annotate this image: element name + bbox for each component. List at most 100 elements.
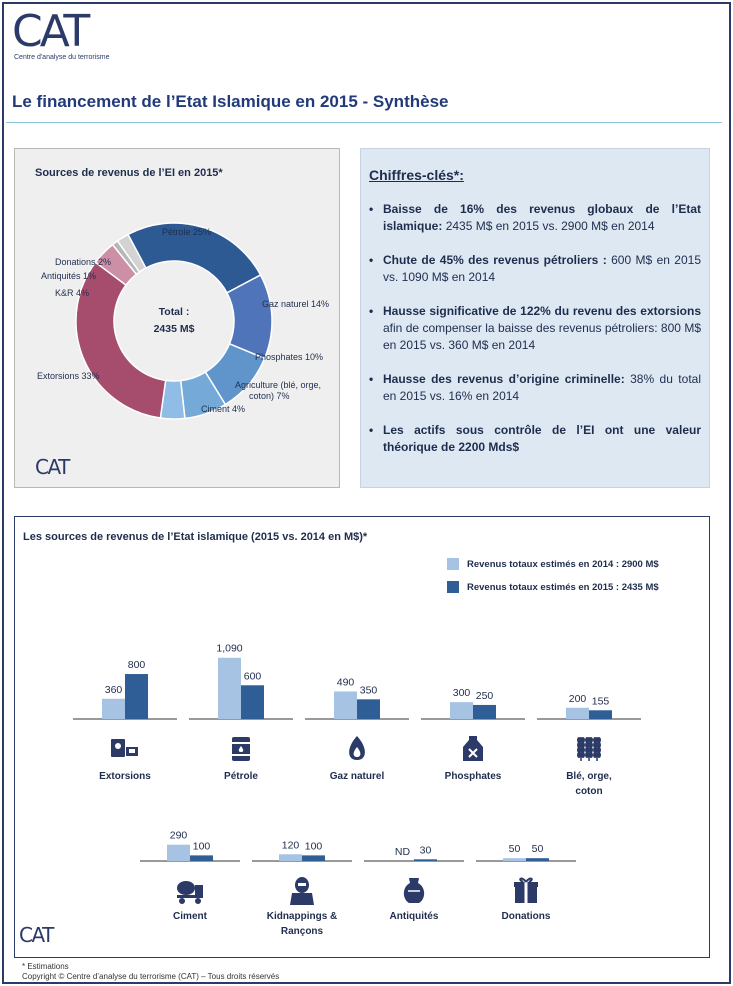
- bar-2015: [589, 710, 612, 719]
- bar-2015: [241, 685, 264, 719]
- legend-label-2014: Revenus totaux estimés en 2014 : 2900 M$: [467, 558, 659, 570]
- key-figures-list: Baisse de 16% des revenus globaux de l’E…: [369, 201, 701, 473]
- bar-2015: [190, 855, 213, 861]
- donut-center-label: Total :: [159, 306, 190, 318]
- legend-swatch-2015: [447, 581, 459, 593]
- key-figures-title: Chiffres-clés*:: [369, 167, 464, 183]
- donut-center-total: 2435 M$: [154, 323, 195, 335]
- bar-category-label: Antiquités: [390, 911, 439, 922]
- bar-category-label: Blé, orge, coton: [566, 771, 612, 797]
- bar-value-label-2015: 250: [476, 690, 494, 702]
- key-figure-bold: Baisse de 16% des revenus globaux de l’E…: [383, 202, 701, 233]
- bar-category-label: Gaz naturel: [330, 771, 385, 782]
- donut-panel-logo: CAT: [35, 455, 70, 479]
- bar-value-label-2014: 490: [337, 676, 355, 688]
- key-figure-bold: Chute de 45% des revenus pétroliers :: [383, 253, 607, 267]
- key-figure-bold: Les actifs sous contrôle de l’EI ont une…: [383, 423, 701, 454]
- bar-panel-logo: CAT: [19, 923, 54, 947]
- bar-value-label-2015: 100: [193, 840, 211, 852]
- key-figure-bold: Hausse des revenus d’origine criminelle:: [383, 372, 625, 386]
- key-figure-item: Chute de 45% des revenus pétroliers : 60…: [369, 252, 701, 286]
- donut-slice-label: Antiquités 1%: [41, 271, 96, 281]
- donut-title: Sources de revenus de l’EI en 2015*: [35, 167, 223, 179]
- bar-2014: [503, 858, 526, 861]
- gas-flame-icon: [349, 736, 365, 760]
- bar-value-label-2014: ND: [395, 846, 411, 858]
- donut-slice-label: K&R 4%: [55, 288, 89, 298]
- donut-logo-text: CAT: [35, 455, 70, 479]
- key-figure-text: 2435 M$ en 2015 vs. 2900 M$ en 2014: [442, 219, 655, 233]
- bar-category-label: Extorsions: [99, 771, 151, 782]
- donut-slice-label: Phosphates 10%: [255, 352, 323, 362]
- key-figure-item: Les actifs sous contrôle de l’EI ont une…: [369, 422, 701, 456]
- bar-value-label-2014: 360: [105, 684, 123, 696]
- bar-category-label: Pétrole: [224, 771, 258, 782]
- bar-category-label: Ciment: [173, 911, 208, 922]
- donut-chart: Pétrole 25% Gaz naturel 14% Phosphates 10%…: [37, 222, 329, 420]
- bar-chart-title: Les sources de revenus de l’Etat islamiq…: [23, 531, 368, 543]
- bar-2014: [167, 844, 190, 861]
- legend-swatch-2014: [447, 558, 459, 570]
- bar-legend: Revenus totaux estimés en 2014 : 2900 M$…: [447, 557, 659, 603]
- donut-slice-label: Pétrole 25%: [162, 227, 211, 237]
- key-figure-item: Baisse de 16% des revenus globaux de l’E…: [369, 201, 701, 235]
- bar-chart: 360 800 Extorsions 1,090 600 Pétrole 490 350 Gaz…: [73, 643, 641, 937]
- bar-2014: [450, 702, 473, 719]
- bar-value-label-2014: 50: [509, 843, 521, 855]
- bar-2014: [334, 691, 357, 719]
- chemical-bottle-icon: [463, 736, 483, 761]
- bar-value-label-2015: 100: [305, 840, 323, 852]
- title-divider: [6, 122, 722, 123]
- key-figure-item: Hausse des revenus d’origine criminelle:…: [369, 371, 701, 405]
- bar-value-label-2014: 300: [453, 687, 471, 699]
- wheat-icon: [577, 737, 601, 761]
- bar-value-label-2014: 290: [170, 830, 188, 842]
- logo-subtitle: Centre d'analyse du terrorisme: [14, 54, 110, 61]
- kidnapper-icon: [290, 877, 314, 905]
- donut-slice-label: Gaz naturel 14%: [262, 299, 329, 309]
- bar-2015: [302, 855, 325, 861]
- key-figure-text: 600 M$ en 2015 vs. 1090 M$ en 2014: [383, 253, 701, 284]
- bar-value-label-2015: 50: [532, 843, 544, 855]
- bar-value-label-2015: 600: [244, 670, 262, 682]
- key-figures-panel: Chiffres-clés*: Baisse de 16% des revenu…: [360, 148, 710, 488]
- key-figure-item: Hausse significative de 122% du revenu d…: [369, 303, 701, 354]
- bar-category-label: Donations: [502, 911, 551, 922]
- bar-2015: [414, 859, 437, 861]
- bar-2015: [526, 858, 549, 861]
- extortion-icon: [111, 739, 138, 757]
- legend-item-2015: Revenus totaux estimés en 2015 : 2435 M$: [447, 580, 659, 594]
- bar-2015: [357, 699, 380, 719]
- legend-item-2014: Revenus totaux estimés en 2014 : 2900 M$: [447, 557, 659, 571]
- donut-slice-label: Agriculture (blé, orge, coton) 7%: [235, 380, 321, 401]
- bar-category-label: Kidnappings & Rançons: [267, 911, 338, 937]
- bar-2014: [218, 657, 241, 719]
- bar-value-label-2014: 1,090: [216, 643, 242, 655]
- footnote-estimations: * Estimations: [22, 962, 69, 971]
- donut-slice-label: Extorsions 33%: [37, 371, 100, 381]
- page-title: Le financement de l’Etat Islamique en 20…: [12, 92, 449, 111]
- bar-2014: [566, 707, 589, 719]
- bar-value-label-2015: 155: [592, 695, 610, 707]
- cat-logo: CAT Centre d'analyse du terrorisme: [12, 8, 110, 62]
- bar-2014: [279, 854, 302, 861]
- bar-value-label-2015: 350: [360, 684, 378, 696]
- bar-2014: [102, 698, 125, 719]
- oil-barrel-icon: [232, 737, 250, 761]
- donut-slice: [116, 233, 147, 274]
- bar-value-label-2015: 30: [420, 844, 432, 856]
- donut-slice-label: Ciment 4%: [201, 404, 245, 414]
- key-figure-bold: Hausse significative de 122% du revenu d…: [383, 304, 701, 318]
- key-figure-text: afin de compenser la baisse des revenus …: [383, 321, 701, 352]
- bar-2015: [125, 674, 148, 719]
- bar-logo-text: CAT: [19, 923, 54, 947]
- bar-category-label: Phosphates: [445, 771, 502, 782]
- bar-value-label-2015: 800: [128, 659, 146, 671]
- bar-chart-panel: Les sources de revenus de l’Etat islamiq…: [14, 516, 710, 958]
- bar-value-label-2014: 200: [569, 693, 587, 705]
- key-figure-text: 38% du total en 2015 vs. 16% en 2014: [383, 372, 701, 403]
- donut-slice: [75, 261, 167, 419]
- donut-panel: Sources de revenus de l’EI en 2015* Pétr…: [14, 148, 340, 488]
- footnote: * Estimations Copyright © Centre d’analy…: [22, 962, 279, 982]
